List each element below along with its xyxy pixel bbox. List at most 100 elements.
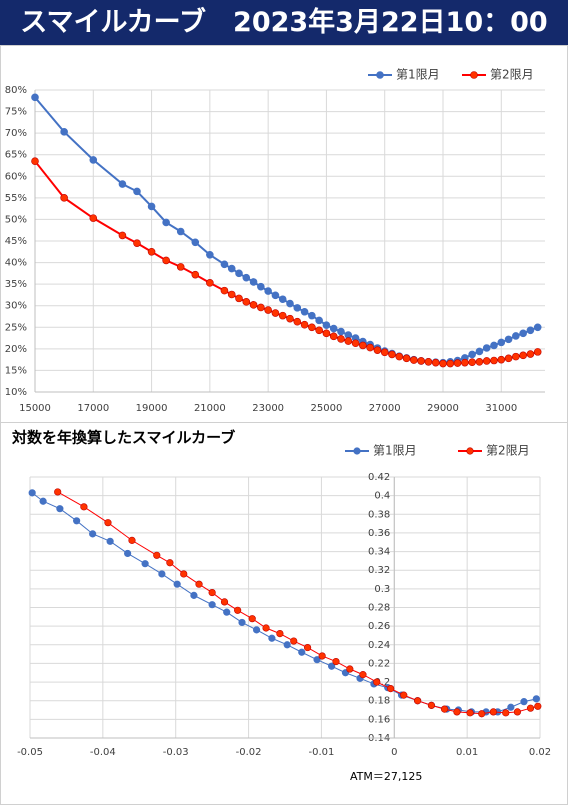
data-point: [475, 347, 484, 356]
data-point: [490, 356, 498, 365]
data-point: [410, 356, 418, 364]
data-point: [366, 343, 374, 352]
series-line: [57, 491, 538, 715]
data-point: [124, 549, 132, 558]
data-point: [118, 231, 127, 240]
y-tick-label: 0.2: [374, 677, 390, 688]
x-tick-label: 21000: [194, 403, 226, 414]
frame: [0, 45, 568, 805]
data-point: [534, 702, 542, 710]
data-point: [344, 337, 353, 345]
data-point: [166, 559, 174, 567]
y-tick-label: 0.32: [368, 565, 390, 576]
y-tick-label: 35%: [5, 279, 27, 290]
y-tick-label: 45%: [5, 236, 27, 247]
data-point: [264, 287, 272, 295]
data-point: [300, 307, 309, 316]
data-point: [526, 350, 535, 358]
data-point: [332, 657, 340, 666]
y-tick-label: 0.42: [368, 472, 390, 483]
data-point: [227, 290, 236, 299]
data-point: [313, 656, 321, 664]
data-point: [220, 286, 229, 295]
y-tick-label: 70%: [5, 128, 27, 139]
data-point: [234, 606, 242, 614]
y-tick-label: 25%: [5, 322, 27, 333]
y-tick-label: 55%: [5, 193, 27, 204]
data-point: [235, 269, 243, 278]
legend-marker: [470, 71, 478, 79]
data-point: [31, 157, 39, 165]
x-tick-label: 23000: [252, 403, 284, 414]
data-point: [402, 354, 411, 363]
data-point: [147, 202, 156, 211]
x-tick-label: 15000: [19, 403, 51, 414]
data-point: [489, 708, 497, 716]
data-point: [73, 517, 81, 525]
data-point: [128, 536, 136, 544]
data-point: [512, 332, 520, 340]
data-point: [249, 278, 258, 286]
y-tick-label: 40%: [5, 258, 27, 269]
data-point: [308, 323, 316, 332]
data-point: [242, 273, 251, 282]
x-tick-label: 19000: [136, 403, 168, 414]
y-tick-label: 15%: [5, 365, 27, 376]
series-line: [34, 96, 539, 364]
data-point: [328, 662, 336, 670]
data-point: [293, 304, 302, 312]
y-tick-label: 0.24: [368, 640, 390, 651]
data-point: [220, 598, 229, 606]
data-point: [286, 314, 294, 323]
data-point: [502, 709, 510, 717]
data-point: [526, 326, 535, 335]
data-point: [118, 180, 127, 188]
data-point: [223, 608, 231, 616]
data-point: [468, 358, 476, 367]
x-tick-label: -0.05: [17, 747, 43, 758]
data-point: [497, 355, 506, 364]
data-point: [31, 93, 39, 102]
data-point: [220, 260, 229, 269]
data-point: [329, 324, 338, 333]
data-point: [303, 643, 312, 652]
data-point: [380, 348, 389, 357]
data-point: [329, 332, 338, 341]
data-point: [298, 648, 306, 656]
data-point: [195, 580, 203, 588]
data-point: [60, 128, 68, 136]
data-point: [104, 519, 112, 527]
data-point: [176, 227, 185, 236]
y-tick-label: 0.22: [368, 658, 390, 669]
data-point: [351, 339, 360, 348]
data-point: [532, 695, 540, 703]
data-point: [268, 634, 276, 642]
data-point: [133, 239, 141, 247]
data-point: [315, 316, 323, 325]
data-point: [80, 503, 88, 511]
data-point: [482, 344, 491, 352]
data-point: [278, 295, 287, 304]
x-tick-label: 17000: [77, 403, 109, 414]
data-point: [414, 697, 422, 705]
legend-label: 第2限月: [486, 444, 530, 458]
y-tick-label: 75%: [5, 107, 27, 118]
chart-title: 対数を年換算したスマイルカーブ: [11, 429, 235, 447]
y-tick-label: 0.38: [368, 509, 390, 520]
y-tick-label: 65%: [5, 150, 27, 161]
data-point: [504, 354, 513, 363]
data-point: [235, 294, 243, 303]
data-point: [191, 238, 200, 247]
data-point: [89, 156, 98, 164]
data-point: [461, 358, 469, 367]
x-tick-label: -0.03: [163, 747, 189, 758]
data-point: [249, 301, 258, 309]
data-point: [39, 497, 47, 505]
data-point: [475, 357, 484, 366]
data-point: [346, 665, 354, 673]
data-point: [290, 637, 298, 645]
y-tick-label: 0.18: [368, 696, 390, 707]
data-point: [453, 708, 461, 716]
